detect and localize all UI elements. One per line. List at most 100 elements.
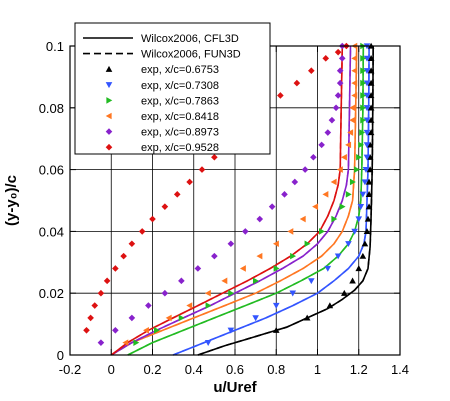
y-tick-label: 0.1 xyxy=(46,39,64,54)
data-point xyxy=(338,55,346,62)
data-point xyxy=(331,215,338,223)
data-point xyxy=(186,178,193,186)
data-point xyxy=(239,265,246,272)
data-point xyxy=(367,92,375,99)
legend-marker xyxy=(105,128,113,135)
legend-label: exp, x/c=0.7863 xyxy=(141,95,219,107)
series-line-dashed xyxy=(127,45,365,356)
data-point xyxy=(221,277,228,285)
data-point xyxy=(359,129,366,136)
data-point xyxy=(349,277,356,284)
data-point xyxy=(252,315,259,322)
legend: Wilcox2006, CFL3D Wilcox2006, FUN3D exp, x… xyxy=(74,22,271,155)
data-point xyxy=(361,179,369,186)
data-point xyxy=(128,240,136,248)
data-point xyxy=(112,326,119,334)
data-point xyxy=(355,216,363,223)
legend-label: exp, x/c=0.7308 xyxy=(141,80,219,92)
data-point xyxy=(161,289,169,297)
data-point xyxy=(345,141,352,149)
data-point xyxy=(363,142,371,149)
data-point xyxy=(363,105,371,112)
x-tick-label: 0.6 xyxy=(226,362,244,377)
data-point xyxy=(363,92,371,99)
data-point xyxy=(354,166,360,173)
data-point xyxy=(194,265,202,272)
data-point xyxy=(366,153,374,160)
data-point xyxy=(198,166,206,173)
data-point xyxy=(83,326,90,334)
data-point xyxy=(367,129,375,136)
data-point xyxy=(360,116,367,124)
axis-ticks: -0.2 0 0.2 0.4 0.6 0.8 1 1.2 1.400.020.040.060.0… xyxy=(39,39,409,377)
y-tick-label: 0.06 xyxy=(39,163,64,178)
data-point xyxy=(103,277,111,285)
data-point xyxy=(272,326,280,333)
data-point xyxy=(268,203,276,210)
data-point xyxy=(120,252,127,260)
data-point xyxy=(299,215,306,223)
data-point xyxy=(351,228,358,235)
series-line-dashed xyxy=(197,45,374,356)
data-point xyxy=(357,204,365,210)
data-point xyxy=(366,166,374,173)
data-point xyxy=(291,178,299,186)
series-line-dashed xyxy=(110,45,352,356)
data-point xyxy=(272,302,280,309)
legend-label: exp, x/c=0.8973 xyxy=(141,127,219,139)
y-axis-title: (y-y₀)/c xyxy=(3,175,20,226)
legend-marker xyxy=(105,112,112,120)
data-point xyxy=(341,289,348,296)
data-point xyxy=(367,55,375,61)
data-point xyxy=(165,314,172,322)
data-point xyxy=(361,240,369,247)
data-point xyxy=(161,203,169,210)
data-point xyxy=(97,289,105,297)
data-point xyxy=(112,265,119,272)
data-point xyxy=(204,340,212,346)
data-point xyxy=(351,67,358,75)
data-point xyxy=(318,141,325,149)
data-point xyxy=(347,129,354,136)
legend-label: Wilcox2006, CFL3D xyxy=(141,33,239,45)
data-point xyxy=(349,104,356,112)
x-tick-label: 0 xyxy=(108,362,115,377)
data-point xyxy=(324,129,332,136)
y-tick-label: 0 xyxy=(57,348,64,363)
data-point xyxy=(324,265,332,272)
data-point xyxy=(365,203,373,210)
data-point xyxy=(334,48,342,56)
data-point xyxy=(304,240,311,248)
data-point xyxy=(363,80,371,87)
data-point xyxy=(334,92,342,99)
data-point xyxy=(186,302,193,309)
legend-label: exp, x/c=0.9528 xyxy=(141,142,219,154)
data-point xyxy=(359,252,367,259)
data-point xyxy=(308,67,315,75)
data-point xyxy=(256,252,263,260)
y-tick-label: 0.02 xyxy=(39,286,64,301)
data-point xyxy=(349,178,356,186)
data-point xyxy=(301,166,309,173)
data-point xyxy=(363,228,371,235)
data-point xyxy=(363,68,371,75)
data-point xyxy=(363,154,371,161)
data-point xyxy=(339,203,346,210)
data-point xyxy=(328,116,336,124)
data-point xyxy=(360,79,367,87)
data-point xyxy=(211,252,218,260)
data-point xyxy=(133,339,140,346)
data-point xyxy=(360,104,367,112)
data-point xyxy=(366,141,374,148)
legend-label: Wilcox2006, FUN3D xyxy=(141,49,241,61)
data-point xyxy=(256,215,264,223)
data-point xyxy=(330,178,337,186)
data-point xyxy=(153,326,160,334)
data-point xyxy=(360,67,367,75)
data-point xyxy=(364,215,372,222)
data-point xyxy=(360,55,367,62)
data-point xyxy=(204,289,211,297)
data-point xyxy=(308,278,315,285)
data-point xyxy=(138,228,146,235)
